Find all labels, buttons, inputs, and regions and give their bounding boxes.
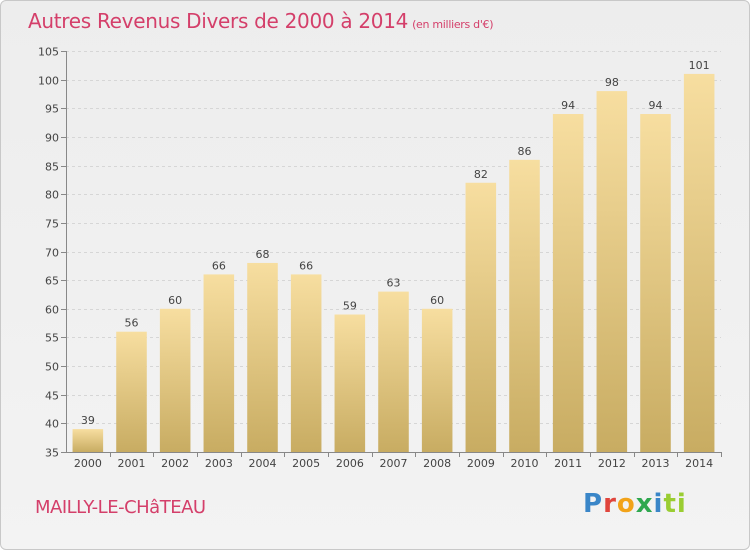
x-tick-label: 2014 [685, 457, 713, 470]
bar-value-label: 98 [605, 76, 619, 89]
y-tick-label: 100 [38, 75, 59, 88]
chart-title-text: Autres Revenus Divers de 2000 à 2014 [28, 9, 409, 33]
bar-value-label: 94 [561, 99, 575, 112]
bar [72, 429, 104, 452]
x-tick-label: 2006 [336, 457, 364, 470]
x-tick-label: 2001 [118, 457, 146, 470]
logo-letter: i [653, 489, 664, 519]
proxiti-logo[interactable]: Proxiti [583, 489, 687, 519]
logo-letter: P [583, 489, 604, 519]
bar-value-label: 101 [689, 59, 710, 72]
bar [640, 114, 671, 452]
logo-letter: ti [663, 489, 687, 519]
x-tick-label: 2003 [205, 457, 233, 470]
x-tick-label: 2010 [511, 457, 539, 470]
bar-value-label: 82 [474, 168, 488, 181]
x-tick-label: 2008 [423, 457, 451, 470]
x-tick-label: 2013 [642, 457, 670, 470]
bars: 39 56 60 66 68 66 59 63 60 82 86 94 98 94 101 [72, 59, 715, 453]
y-tick-label: 40 [45, 418, 59, 431]
x-axis: 2000 2001 2002 2003 2004 2005 2006 2007 2008 2009… [66, 452, 722, 470]
logo-letter: r [603, 489, 617, 519]
bar-value-label: 39 [81, 414, 95, 427]
y-tick-label: 75 [45, 218, 59, 231]
bar [509, 159, 540, 453]
logo-letter: o [616, 489, 636, 519]
y-tick-label: 65 [45, 275, 59, 288]
bar [596, 91, 628, 452]
logo-letter: x [635, 489, 654, 519]
y-tick-label: 45 [45, 390, 59, 403]
bar [683, 73, 715, 453]
bar [465, 182, 497, 452]
bar-value-label: 60 [168, 294, 182, 307]
bar-value-label: 68 [256, 248, 270, 261]
bar-value-label: 60 [430, 294, 444, 307]
y-tick-label: 60 [45, 304, 59, 317]
y-tick-label: 85 [45, 161, 59, 174]
x-tick-label: 2005 [292, 457, 320, 470]
bar [334, 314, 366, 452]
bar-value-label: 63 [387, 277, 401, 290]
bar [203, 274, 235, 452]
bar [290, 274, 322, 452]
town-name: MAILLY-LE-CHâTEAU [35, 497, 206, 518]
bar-value-label: 59 [343, 300, 357, 313]
bar-value-label: 56 [125, 317, 139, 330]
bar [378, 291, 409, 452]
y-tick-label: 70 [45, 247, 59, 260]
bar-value-label: 86 [518, 145, 532, 158]
bar [116, 331, 147, 452]
x-tick-label: 2009 [467, 457, 495, 470]
y-tick-label: 50 [45, 361, 59, 374]
x-tick-label: 2004 [249, 457, 277, 470]
y-tick-label: 80 [45, 189, 59, 202]
chart-title: Autres Revenus Divers de 2000 à 2014 (en … [28, 9, 494, 33]
y-tick-label: 35 [45, 447, 59, 460]
bar-value-label: 66 [212, 259, 226, 272]
x-tick-label: 2007 [380, 457, 408, 470]
bar [552, 114, 584, 452]
y-tick-label: 105 [38, 46, 59, 59]
x-tick-label: 2000 [74, 457, 102, 470]
y-tick-label: 95 [45, 103, 59, 116]
x-tick-label: 2012 [598, 457, 626, 470]
x-tick-label: 2011 [554, 457, 582, 470]
bar [421, 308, 453, 452]
bar [159, 308, 191, 452]
y-axis: 35 40 45 50 55 60 65 70 75 80 85 90 95 100 105 [38, 46, 67, 460]
bar-value-label: 94 [649, 99, 663, 112]
y-tick-label: 90 [45, 132, 59, 145]
x-tick-label: 2002 [161, 457, 189, 470]
bar-value-label: 66 [299, 259, 313, 272]
y-tick-label: 55 [45, 332, 59, 345]
chart-unit: (en milliers d'€) [412, 18, 494, 31]
bar [247, 262, 278, 452]
